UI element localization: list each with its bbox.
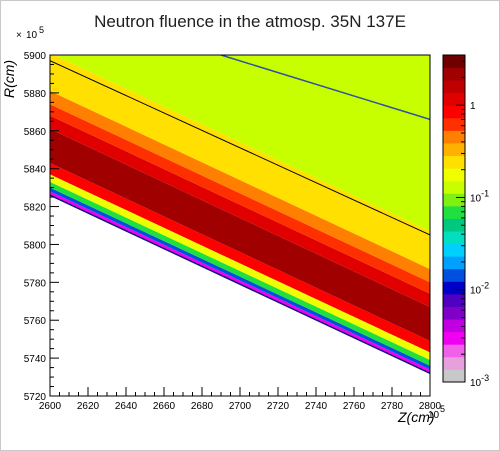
y-tick-label: 5760 [24,316,47,327]
x-multiplier-exp: 5 [440,404,445,414]
colorbar-swatch [443,293,465,307]
x-multiplier: 10 5 [428,404,445,421]
x-tick-label: 2780 [381,401,404,412]
y-tick-label: 5740 [24,354,47,365]
colorbar-swatch [443,105,465,119]
y-tick-label: 5720 [24,392,47,403]
outer-boundary-line [50,60,430,236]
fluence-band-4 [50,162,430,353]
x-tick-label: 2700 [229,401,252,412]
fluence-band-3 [50,174,430,361]
fluence-band-8 [50,90,430,283]
fluence-band-6 [50,115,430,307]
colorbar-swatch [443,243,465,257]
colorbar-tick-label: 10-2 [470,281,489,297]
x-tick-label: 2740 [305,401,328,412]
colorbar-tick-exponent: -3 [481,373,489,383]
fluence-band-7 [50,104,430,294]
colorbar-swatch [443,344,465,358]
x-multiplier-base: 10 [428,410,440,421]
x-tick-label: 2660 [153,401,176,412]
fluence-band-0 [50,191,430,374]
colorbar-swatch [443,155,465,169]
colorbar-swatch [443,356,465,370]
colorbar-swatch [443,130,465,144]
colorbar-swatch [443,231,465,245]
x-tick-label: 2800 [419,401,442,412]
colorbar-swatch [443,180,465,194]
colorbar-tick-label: 10-3 [470,373,489,389]
fluence-band-1 [50,187,430,370]
y-tick-label: 5840 [24,165,47,176]
colorbar-swatch [443,55,465,68]
y-tick-label: 5880 [24,89,47,100]
colorbar-swatch [443,80,465,94]
y-tick-label: 5860 [24,127,47,138]
fluence-band-10 [54,55,430,232]
x-tick-label: 2620 [77,401,100,412]
colorbar-swatch [443,319,465,333]
colorbar-swatch [443,268,465,282]
upper-edge-line [220,55,430,121]
colorbar-swatch [443,331,465,345]
x-tick-label: 2680 [191,401,214,412]
x-axis-label: Z(cm) [397,409,435,425]
chart-title: Neutron fluence in the atmosp. 35N 137E [94,12,406,31]
fluence-band-2 [50,181,430,366]
x-tick-label: 2600 [39,401,62,412]
y-tick-label: 5780 [24,278,47,289]
y-axis: 5720 5740 5760 5780 5800 5820 5840 5860 5880 5900 [24,51,59,403]
fluence-bands [50,55,430,374]
colorbar [442,54,466,383]
colorbar-swatch [443,168,465,182]
colorbar-swatch [443,256,465,270]
fluence-band-5 [50,128,430,342]
colorbar-swatch [443,218,465,232]
colorbar-swatch [443,205,465,219]
y-multiplier-exp: 5 [39,25,44,35]
x-tick-label: 2640 [115,401,138,412]
colorbar-swatch [443,306,465,320]
colorbar-swatch [443,281,465,295]
y-tick-label: 5820 [24,203,47,214]
y-axis-label: R(cm) [1,60,17,98]
colorbar-swatch [443,369,465,383]
colorbar-swatch [443,193,465,207]
y-multiplier-base: 10 [26,30,38,41]
x-tick-label: 2720 [267,401,290,412]
colorbar-swatch [443,117,465,131]
colorbar-swatch [443,67,465,81]
x-tick-label: 2760 [343,401,366,412]
colorbar-tick-exponent: -1 [481,188,489,198]
plot-lines [50,55,430,374]
colorbar-tick-label: 1 [470,101,476,112]
lower-boundary-line [50,194,430,374]
colorbar-tick-label: 10-1 [470,188,489,204]
colorbar-border [442,54,466,383]
colorbar-swatch [443,143,465,157]
fluence-band-9 [50,55,430,270]
x-axis: 2600 2620 2640 2660 2680 2700 2720 2740 2760 2780… [39,387,442,412]
colorbar-swatch [443,92,465,106]
y-multiplier: × 10 5 [16,25,44,41]
y-multiplier-mark: × [16,30,22,41]
y-tick-label: 5900 [24,51,47,62]
colorbar-tick-exponent: -2 [481,281,489,291]
y-tick-label: 5800 [24,240,47,251]
